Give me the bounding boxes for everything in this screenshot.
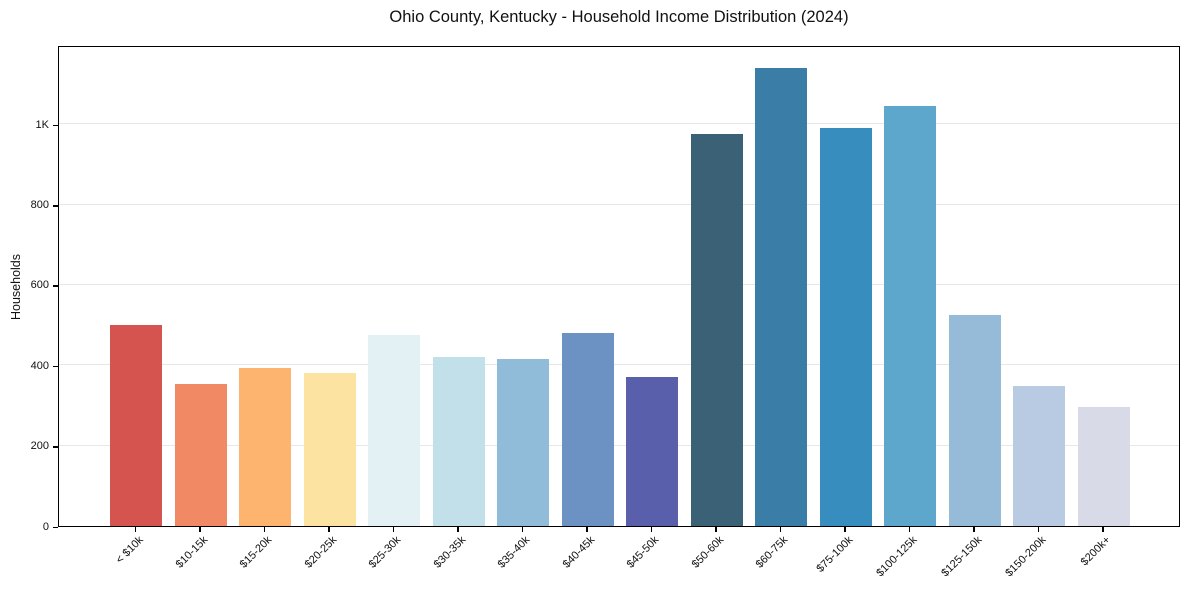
bar-75-100k bbox=[819, 128, 872, 526]
x-tick-mark-20-25k bbox=[328, 527, 330, 532]
x-tick-mark-40-45k bbox=[586, 527, 588, 532]
bar-45-50k bbox=[626, 377, 679, 526]
bar-25-30k bbox=[368, 335, 421, 526]
x-tick-label-15-20k: $15-20k bbox=[238, 534, 275, 571]
gridline-800 bbox=[59, 203, 1179, 205]
x-tick-mark-10k bbox=[134, 527, 136, 532]
x-tick-mark-10-15k bbox=[199, 527, 201, 532]
x-tick-mark-60-75k bbox=[779, 527, 781, 532]
gridline-600 bbox=[59, 283, 1179, 285]
x-tick-label-60-75k: $60-75k bbox=[754, 534, 791, 571]
bar-10k bbox=[110, 325, 163, 526]
x-tick-mark-100-125k bbox=[908, 527, 910, 532]
x-tick-label-75-100k: $75-100k bbox=[814, 534, 856, 575]
y-tick-mark-400 bbox=[53, 365, 58, 368]
x-tick-label-125-150k: $125-150k bbox=[938, 534, 985, 580]
x-tick-mark-30-35k bbox=[457, 527, 459, 532]
bar-125-150k bbox=[948, 315, 1001, 526]
x-tick-mark-15-20k bbox=[263, 527, 265, 532]
y-tick-label-800: 800 bbox=[30, 199, 49, 212]
y-tick-label-600: 600 bbox=[30, 279, 49, 292]
bar-30-35k bbox=[432, 357, 485, 526]
bar-60-75k bbox=[755, 67, 808, 526]
x-tick-mark-150-200k bbox=[1037, 527, 1039, 532]
bar-15-20k bbox=[239, 368, 292, 526]
y-tick-mark-600 bbox=[53, 285, 58, 287]
y-tick-mark-0 bbox=[53, 526, 58, 528]
gridline-200 bbox=[59, 444, 1179, 446]
x-tick-label-100-125k: $100-125k bbox=[874, 534, 920, 580]
x-tick-label-10-15k: $10-15k bbox=[173, 534, 211, 571]
x-tick-label-40-45k: $40-45k bbox=[560, 534, 598, 571]
x-tick-mark-75-100k bbox=[844, 527, 846, 532]
x-tick-label-45-50k: $45-50k bbox=[625, 534, 662, 571]
x-tick-mark-25-30k bbox=[392, 527, 394, 532]
x-tick-label-35-40k: $35-40k bbox=[496, 534, 533, 571]
y-tick-mark-1k bbox=[53, 124, 58, 127]
x-tick-label-25-30k: $25-30k bbox=[367, 534, 404, 571]
x-tick-mark-200k bbox=[1102, 527, 1104, 532]
bar-20-25k bbox=[303, 373, 356, 526]
x-tick-mark-45-50k bbox=[650, 527, 652, 532]
x-tick-label-50-60k: $50-60k bbox=[689, 534, 727, 571]
x-tick-label-150-200k: $150-200k bbox=[1003, 534, 1049, 580]
x-tick-label-30-35k: $30-35k bbox=[431, 534, 469, 571]
y-tick-label-0: 0 bbox=[42, 520, 49, 533]
x-tick-mark-35-40k bbox=[521, 527, 523, 532]
bar-10-15k bbox=[174, 384, 227, 526]
y-tick-mark-800 bbox=[53, 205, 58, 207]
plot-area bbox=[58, 46, 1180, 527]
bar-50-60k bbox=[690, 134, 743, 526]
y-tick-label-200: 200 bbox=[30, 440, 49, 453]
x-tick-mark-125-150k bbox=[973, 527, 975, 532]
gridline-1k bbox=[59, 123, 1179, 125]
x-tick-label-20-25k: $20-25k bbox=[302, 534, 340, 571]
x-tick-label-10k: < $10k bbox=[113, 534, 146, 567]
bar-100-125k bbox=[884, 106, 937, 526]
bar-40-45k bbox=[561, 333, 614, 526]
y-tick-label-400: 400 bbox=[30, 359, 49, 372]
x-tick-mark-50-60k bbox=[715, 527, 717, 532]
bar-35-40k bbox=[497, 359, 550, 526]
chart-title: Ohio County, Kentucky - Household Income… bbox=[389, 8, 849, 26]
x-tick-label-200k: $200k+ bbox=[1079, 534, 1114, 569]
y-tick-label-1k: 1K bbox=[35, 118, 49, 131]
gridline-400 bbox=[59, 364, 1179, 366]
bar-200k bbox=[1077, 407, 1130, 526]
bar-150-200k bbox=[1013, 386, 1066, 526]
y-tick-mark-200 bbox=[53, 446, 58, 448]
